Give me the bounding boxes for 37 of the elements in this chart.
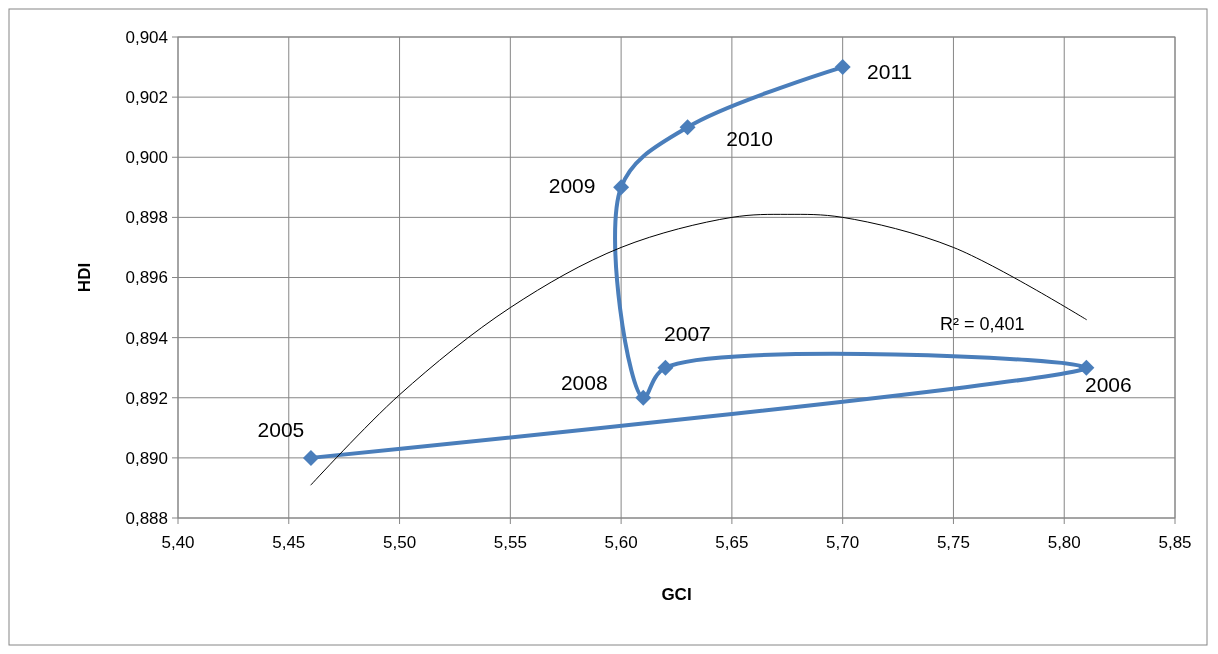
point: [657, 359, 674, 376]
x-tick-label: 5,80: [1047, 533, 1081, 552]
x-tick-label: 5,40: [161, 533, 195, 552]
annotation: 2008: [560, 371, 608, 395]
x-tick-label: 5,75: [936, 533, 970, 552]
point: [679, 119, 696, 136]
x-tick-label: 5,60: [604, 533, 638, 552]
y-tick-label: 0,890: [125, 448, 168, 468]
point: [302, 449, 319, 466]
x-axis-title: GCI: [661, 585, 692, 604]
y-tick-label: 0,894: [125, 328, 168, 348]
y-tick-label: 0,888: [125, 508, 168, 528]
x-tick-label: 5,65: [715, 533, 749, 552]
annotation: R² = 0,401: [940, 314, 1025, 334]
annotation: 2005: [257, 418, 305, 442]
point: [834, 59, 851, 76]
annotation: 2007: [664, 322, 711, 346]
annotation: 2011: [867, 60, 913, 84]
x-tick-label: 5,70: [826, 533, 860, 552]
x-tick-label: 5,55: [493, 533, 527, 552]
y-tick-label: 0,900: [125, 148, 168, 168]
annotation: 2006: [1085, 373, 1132, 397]
x-tick-label: 5,45: [272, 533, 306, 552]
y-tick-label: 0,892: [125, 388, 168, 408]
line-series: [310, 213, 1087, 486]
point: [635, 389, 652, 406]
y-tick-label: 0,904: [125, 27, 168, 47]
x-tick-label: 5,50: [383, 533, 417, 552]
x-tick-label: 5,85: [1158, 533, 1192, 552]
y-axis-title: HDI: [75, 262, 94, 293]
y-tick-label: 0,896: [125, 268, 168, 288]
y-tick-label: 0,898: [125, 208, 168, 228]
y-tick-label: 0,902: [125, 88, 168, 108]
point: [1078, 359, 1095, 376]
annotation: 2009: [548, 173, 596, 197]
point: [613, 179, 630, 196]
annotation: 2010: [726, 126, 773, 150]
